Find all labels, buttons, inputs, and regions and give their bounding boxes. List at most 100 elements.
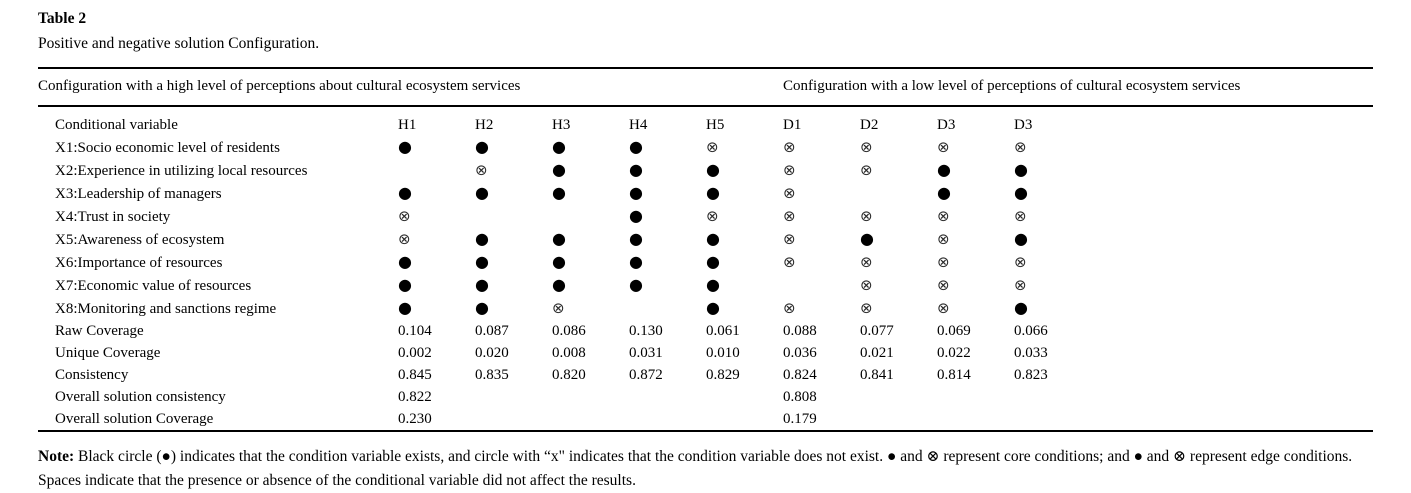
note-text: Black circle (●) indicates that the cond… xyxy=(38,448,1353,489)
filled-circle-icon: ● xyxy=(629,275,643,294)
crossed-circle-icon: ⊗ xyxy=(860,299,873,317)
crossed-circle-icon: ⊗ xyxy=(706,138,719,156)
filled-circle-icon: ● xyxy=(552,275,566,294)
value-cell xyxy=(706,408,783,431)
crossed-circle-icon: ⊗ xyxy=(1014,253,1027,271)
symbol-cell: ● xyxy=(475,228,552,251)
crossed-circle-icon: ⊗ xyxy=(1014,207,1027,225)
symbol-cell: ● xyxy=(706,297,783,320)
value-cell: 0.002 xyxy=(398,345,432,361)
filled-circle-icon: ● xyxy=(937,160,951,179)
symbol-cell: ● xyxy=(629,159,706,182)
value-cell: 0.230 xyxy=(398,411,432,427)
symbol-cell: ⊗ xyxy=(860,159,937,182)
value-cell: 0.872 xyxy=(629,367,663,383)
metric-row: Raw Coverage 0.104 0.087 0.086 0.130 0.061 0.0… xyxy=(38,320,1373,342)
crossed-circle-icon: ⊗ xyxy=(783,299,796,317)
column-header-h3: H3 xyxy=(552,116,571,133)
symbol-cell: ⊗ xyxy=(1014,274,1091,297)
crossed-circle-icon: ⊗ xyxy=(398,230,411,248)
crossed-circle-icon: ⊗ xyxy=(706,207,719,225)
value-cell: 0.087 xyxy=(475,323,509,339)
symbol-cell: ⊗ xyxy=(860,136,937,159)
filler-cell xyxy=(1091,408,1373,431)
symbol-cell: ● xyxy=(475,136,552,159)
filled-circle-icon: ● xyxy=(629,137,643,156)
condition-row: X4:Trust in society ⊗ ● ⊗ ⊗ ⊗ ⊗ ⊗ xyxy=(38,205,1373,228)
condition-row: X1:Socio economic level of residents ● ● ● ●… xyxy=(38,136,1373,159)
filled-circle-icon: ● xyxy=(552,252,566,271)
symbol-cell: ⊗ xyxy=(860,251,937,274)
symbol-cell: ● xyxy=(398,136,475,159)
note-label: Note: xyxy=(38,448,75,465)
symbol-cell: ⊗ xyxy=(783,297,860,320)
symbol-cell: ⊗ xyxy=(552,297,629,320)
group-header-low: Configuration with a low level of percep… xyxy=(783,68,1373,107)
row-label: X1:Socio economic level of residents xyxy=(55,139,280,156)
filler-cell xyxy=(1091,159,1373,182)
symbol-cell: ⊗ xyxy=(1014,205,1091,228)
column-header-d2: D2 xyxy=(860,116,879,133)
value-cell xyxy=(475,408,552,431)
value-cell: 0.020 xyxy=(475,345,509,361)
row-label: Overall solution consistency xyxy=(55,389,226,405)
symbol-cell: ⊗ xyxy=(937,228,1014,251)
metric-row: Overall solution consistency 0.822 0.808 xyxy=(38,386,1373,408)
symbol-cell: ● xyxy=(1014,159,1091,182)
crossed-circle-icon: ⊗ xyxy=(783,207,796,225)
value-cell xyxy=(629,408,706,431)
value-cell: 0.077 xyxy=(860,323,894,339)
crossed-circle-icon: ⊗ xyxy=(937,299,950,317)
table-label: Table 2 xyxy=(38,10,87,27)
value-cell: 0.835 xyxy=(475,367,509,383)
crossed-circle-icon: ⊗ xyxy=(937,276,950,294)
crossed-circle-icon: ⊗ xyxy=(937,230,950,248)
symbol-cell: ● xyxy=(706,159,783,182)
filled-circle-icon: ● xyxy=(706,160,720,179)
row-label: X3:Leadership of managers xyxy=(55,185,222,202)
value-cell xyxy=(1014,386,1091,408)
value-cell: 0.069 xyxy=(937,323,971,339)
symbol-cell: ⊗ xyxy=(1014,136,1091,159)
filler-cell xyxy=(1091,364,1373,386)
symbol-cell: ⊗ xyxy=(860,297,937,320)
filled-circle-icon: ● xyxy=(860,229,874,248)
row-label: X8:Monitoring and sanctions regime xyxy=(55,300,277,317)
value-cell: 0.086 xyxy=(552,323,586,339)
filled-circle-icon: ● xyxy=(629,183,643,202)
filled-circle-icon: ● xyxy=(552,229,566,248)
symbol-cell: ● xyxy=(706,228,783,251)
filler-cell xyxy=(1091,182,1373,205)
value-cell: 0.021 xyxy=(860,345,894,361)
value-cell: 0.036 xyxy=(783,345,817,361)
configuration-table: Configuration with a high level of perce… xyxy=(38,67,1373,432)
value-cell: 0.104 xyxy=(398,323,432,339)
filled-circle-icon: ● xyxy=(552,160,566,179)
condition-row: X2:Experience in utilizing local resourc… xyxy=(38,159,1373,182)
filler-cell xyxy=(1091,251,1373,274)
group-header-row: Configuration with a high level of perce… xyxy=(38,68,1373,107)
filled-circle-icon: ● xyxy=(552,183,566,202)
symbol-cell: ⊗ xyxy=(783,159,860,182)
symbol-cell: ● xyxy=(552,159,629,182)
condition-row: X6:Importance of resources ● ● ● ● ● ⊗ ⊗ ⊗ ⊗ xyxy=(38,251,1373,274)
value-cell: 0.808 xyxy=(783,389,817,405)
row-label: Consistency xyxy=(55,367,129,383)
value-cell xyxy=(552,408,629,431)
symbol-cell: ⊗ xyxy=(706,136,783,159)
symbol-cell: ● xyxy=(552,136,629,159)
symbol-cell: ⊗ xyxy=(706,205,783,228)
filler-cell xyxy=(1091,228,1373,251)
value-cell: 0.061 xyxy=(706,323,740,339)
symbol-cell xyxy=(860,182,937,205)
symbol-cell: ● xyxy=(937,182,1014,205)
row-label: Unique Coverage xyxy=(55,345,161,361)
symbol-cell: ⊗ xyxy=(783,205,860,228)
crossed-circle-icon: ⊗ xyxy=(937,207,950,225)
crossed-circle-icon: ⊗ xyxy=(1014,276,1027,294)
column-header-d3: D3 xyxy=(1014,116,1033,133)
symbol-cell: ● xyxy=(552,274,629,297)
symbol-cell: ⊗ xyxy=(783,136,860,159)
filled-circle-icon: ● xyxy=(475,137,489,156)
filled-circle-icon: ● xyxy=(398,183,412,202)
